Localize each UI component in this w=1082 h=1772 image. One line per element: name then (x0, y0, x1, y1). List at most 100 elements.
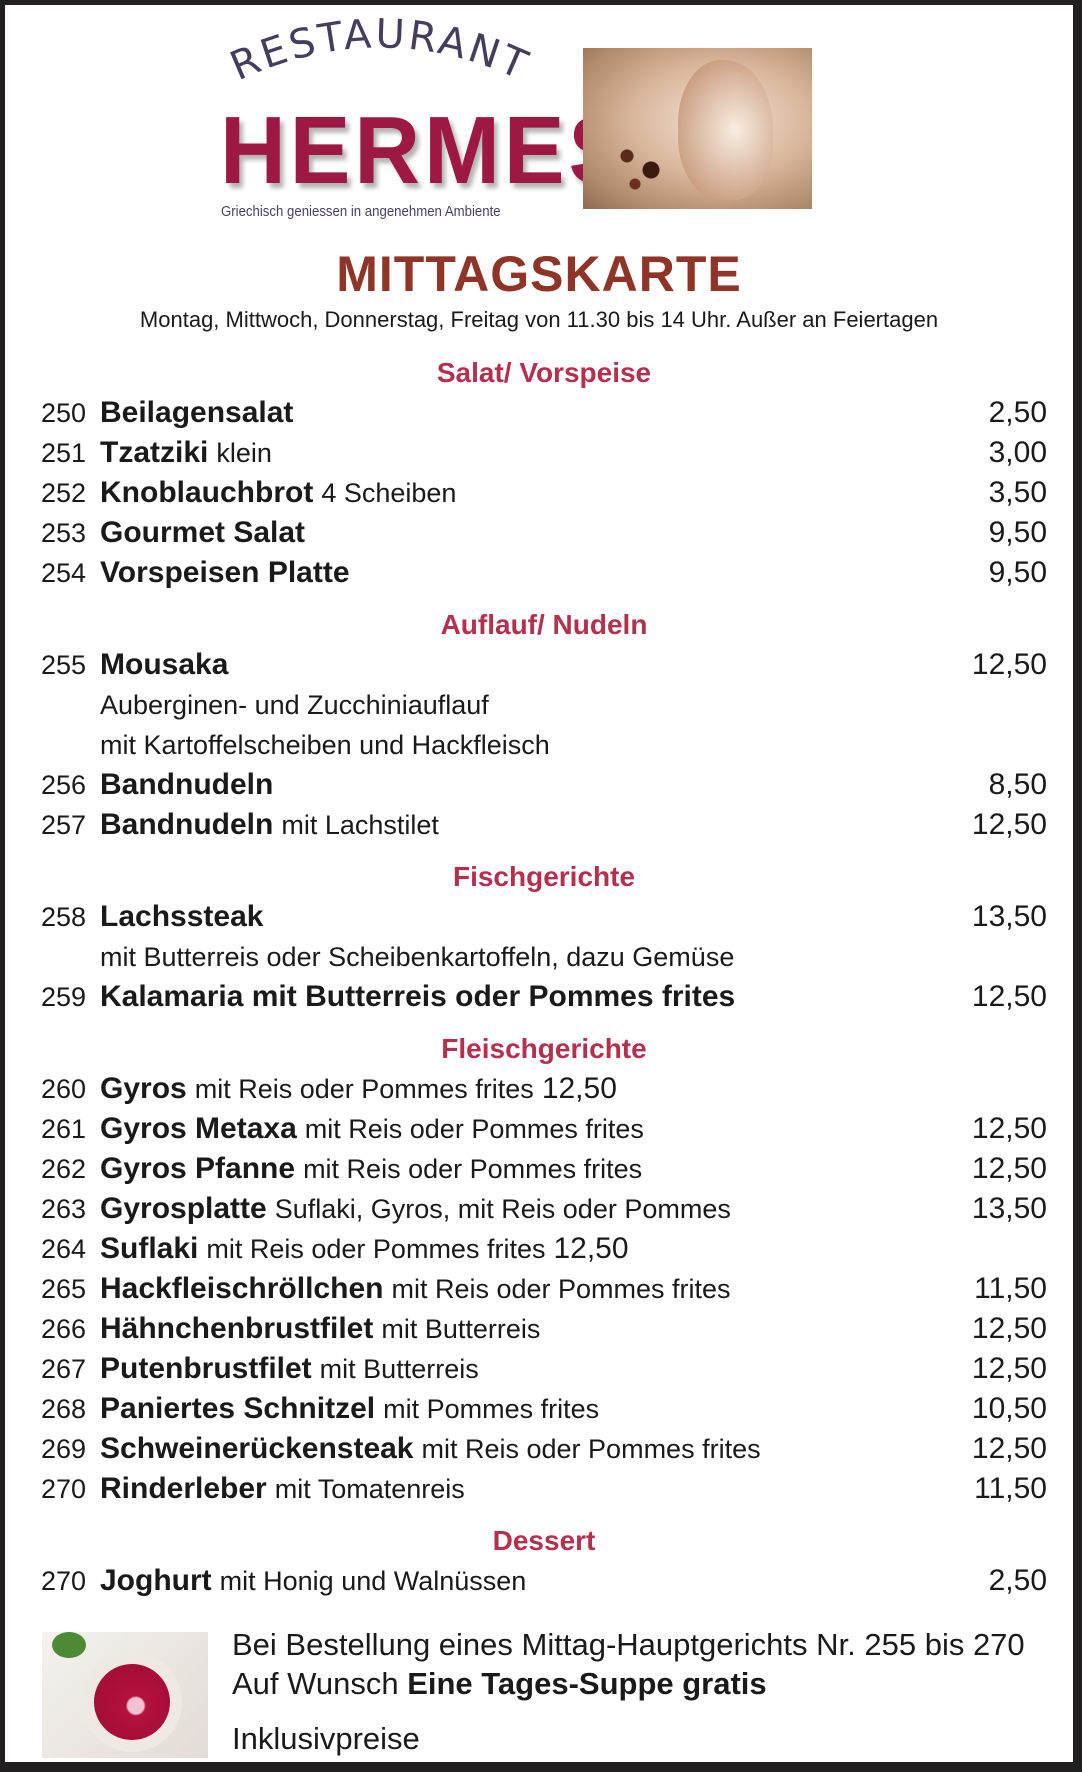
item-number: 264 (41, 1234, 87, 1264)
section-heading: Fischgerichte (452, 861, 636, 892)
menu-item: 252 Knoblauchbrot 4 Scheiben 3,50 (41, 473, 1047, 513)
item-name: Mousaka (100, 648, 229, 681)
item-price: 12,50 (971, 1112, 1047, 1145)
item-price: 12,50 (971, 1152, 1047, 1185)
item-number: 262 (41, 1154, 87, 1184)
section-heading: Dessert (492, 1525, 596, 1556)
item-description: mit Reis oder Pommes frites (391, 1274, 731, 1304)
item-price: 11,50 (974, 1472, 1047, 1505)
menu-item: 251 Tzatziki klein 3,00 (41, 433, 1047, 473)
item-price: 2,50 (988, 396, 1047, 429)
item-description: mit Reis oder Pommes frites (194, 1074, 534, 1104)
footer-prices-note: Inklusivpreise (232, 1721, 420, 1756)
item-description: mit Reis oder Pommes frites (303, 1154, 643, 1184)
item-description: mit Lachstilet (281, 810, 439, 840)
item-price: 13,50 (971, 900, 1047, 933)
menu-item: 258 Lachssteak 13,50 (41, 897, 1047, 937)
item-detail-line: Auberginen- und Zucchiniauflauf (100, 690, 489, 720)
item-name: Gyrosplatte (100, 1192, 267, 1225)
item-number: 270 (41, 1474, 87, 1504)
item-description: mit Reis oder Pommes frites (206, 1234, 546, 1264)
footer-soup-prefix: Auf Wunsch (232, 1666, 399, 1701)
page-title: MITTAGSKARTE (336, 246, 742, 302)
item-name: Bandnudeln (100, 768, 274, 801)
logo-tagline: Griechisch geniessen in angenehmen Ambie… (221, 203, 501, 220)
item-price: 3,00 (988, 436, 1047, 469)
item-price: 10,50 (971, 1392, 1047, 1425)
menu-item: 255 Mousaka 12,50 (41, 645, 1047, 685)
item-name: Bandnudeln (100, 808, 274, 841)
item-number: 251 (41, 438, 87, 468)
footer-offer: Bei Bestellung eines Mittag-Hauptgericht… (232, 1627, 1025, 1662)
menu-item: 268 Paniertes Schnitzel mit Pommes frites 1… (41, 1389, 1047, 1429)
section-heading: Salat/ Vorspeise (436, 357, 652, 388)
menu-item: 260 Gyros mit Reis oder Pommes frites 12,50 (41, 1069, 1047, 1109)
item-number: 257 (41, 810, 87, 840)
menu-item: 250 Beilagensalat 2,50 (41, 393, 1047, 433)
menu-item: 266 Hähnchenbrustfilet mit Butterreis 12,50 (41, 1309, 1047, 1349)
item-price: 12,50 (971, 1312, 1047, 1345)
item-name: Lachssteak (100, 900, 264, 933)
item-description: mit Butterreis (381, 1314, 541, 1344)
item-number: 254 (41, 558, 87, 588)
item-price: 11,50 (974, 1272, 1047, 1305)
item-number: 263 (41, 1194, 87, 1224)
menu-list: Salat/ Vorspeise 250 Beilagensalat 2,50 251 T… (41, 353, 1047, 1601)
item-price: 3,50 (988, 476, 1047, 509)
item-description: mit Pommes frites (383, 1394, 600, 1424)
footer-soup: Auf Wunsch Eine Tages-Suppe gratis (232, 1666, 767, 1702)
hermes-portrait-image (583, 48, 812, 209)
item-detail-line: mit Kartoffelscheiben und Hackfleisch (100, 730, 550, 760)
item-price: 2,50 (988, 1564, 1047, 1597)
section-heading: Fleischgerichte (441, 1033, 647, 1064)
menu-page: RESTAURANT HERMES Griechisch geniessen i… (5, 5, 1073, 1762)
item-name: Knoblauchbrot (100, 476, 314, 509)
menu-item: 263 Gyrosplatte Suflaki, Gyros, mit Reis o… (41, 1189, 1047, 1229)
menu-item: 254 Vorspeisen Platte 9,50 (41, 553, 1047, 593)
item-number: 253 (41, 518, 87, 548)
menu-item: 269 Schweinerückensteak mit Reis oder Pomm… (41, 1429, 1047, 1469)
item-name: Suflaki (100, 1232, 199, 1265)
item-description: mit Butterreis (319, 1354, 479, 1384)
item-description: mit Reis oder Pommes frites (421, 1434, 761, 1464)
item-description: Suflaki, Gyros, mit Reis oder Pommes (274, 1194, 731, 1224)
item-name: Gyros Pfanne (100, 1152, 296, 1185)
item-name: Gourmet Salat (100, 516, 306, 549)
menu-item: 265 Hackfleischröllchen mit Reis oder Pomm… (41, 1269, 1047, 1309)
menu-item: 253 Gourmet Salat 9,50 (41, 513, 1047, 553)
item-number: 268 (41, 1394, 87, 1424)
soup-image (42, 1632, 208, 1758)
section-heading: Auflauf/ Nudeln (440, 609, 648, 640)
item-price: 12,50 (541, 1072, 617, 1105)
item-price: 12,50 (971, 808, 1047, 841)
item-name: Gyros Metaxa (100, 1112, 297, 1145)
item-name: Hähnchenbrustfilet (100, 1312, 374, 1345)
item-number: 250 (41, 398, 87, 428)
item-number: 252 (41, 478, 87, 508)
item-number: 265 (41, 1274, 87, 1304)
item-number: 260 (41, 1074, 87, 1104)
item-description: mit Honig und Walnüssen (219, 1566, 527, 1596)
item-price: 9,50 (988, 516, 1047, 549)
menu-item: 262 Gyros Pfanne mit Reis oder Pommes frit… (41, 1149, 1047, 1189)
item-description: mit Tomatenreis (274, 1474, 465, 1504)
item-price: 8,50 (988, 768, 1047, 801)
item-number: 261 (41, 1114, 87, 1144)
item-number: 267 (41, 1354, 87, 1384)
item-name: Rinderleber (100, 1472, 267, 1505)
item-number: 270 (41, 1566, 87, 1596)
menu-item: 259 Kalamaria mit Butterreis oder Pommes … (41, 977, 1047, 1017)
item-number: 258 (41, 902, 87, 932)
item-number: 269 (41, 1434, 87, 1464)
item-detail-line: mit Butterreis oder Scheibenkartoffeln, … (100, 942, 735, 972)
item-name: Tzatziki (100, 436, 209, 469)
menu-item: 270 Rinderleber mit Tomatenreis 11,50 (41, 1469, 1047, 1509)
item-description: klein (216, 438, 272, 468)
menu-item: 264 Suflaki mit Reis oder Pommes frites 12,… (41, 1229, 1047, 1269)
item-price: 13,50 (971, 1192, 1047, 1225)
menu-item: 267 Putenbrustfilet mit Butterreis 12,50 (41, 1349, 1047, 1389)
item-name: Joghurt (100, 1564, 212, 1597)
item-description: mit Reis oder Pommes frites (304, 1114, 644, 1144)
footer-soup-bold: Eine Tages-Suppe gratis (407, 1666, 767, 1701)
item-number: 255 (41, 650, 87, 680)
